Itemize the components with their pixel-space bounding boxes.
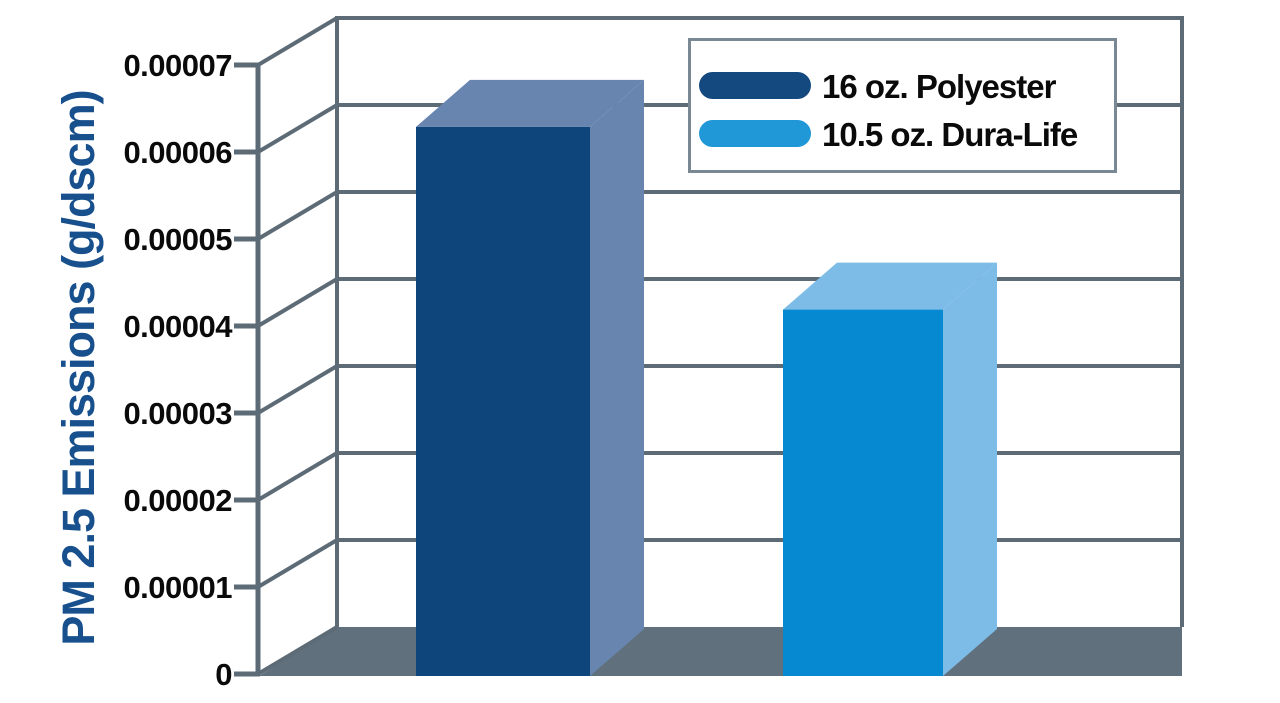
- tick-label: 0.00003: [123, 396, 232, 431]
- legend-item-polyester: 16 oz. Polyester: [699, 70, 1056, 103]
- legend-swatch-polyester: [699, 72, 811, 99]
- tick-label: 0.00005: [123, 222, 232, 257]
- y-axis-title: PM 2.5 Emissions (g/dscm): [53, 90, 104, 646]
- tick-label: 0: [215, 657, 232, 692]
- bar-105oz-dura-life: [783, 262, 997, 676]
- left-wall-grid: [256, 16, 339, 676]
- tick-label: 0.00001: [123, 570, 232, 605]
- tick-label: 0.00006: [123, 135, 232, 170]
- chart-floor: [259, 627, 1182, 676]
- legend-label-polyester: 16 oz. Polyester: [822, 68, 1056, 105]
- tick-label: 0.00004: [123, 309, 233, 344]
- y-axis-tick-labels: 0.00007 0.00006 0.00005 0.00004 0.00003 …: [123, 48, 233, 692]
- tick-label: 0.00007: [123, 48, 232, 83]
- legend: 16 oz. Polyester 10.5 oz. Dura-Life: [688, 38, 1117, 173]
- legend-label-dura-life: 10.5 oz. Dura-Life: [822, 116, 1078, 153]
- legend-swatch-dura-life: [699, 120, 811, 147]
- legend-item-dura-life: 10.5 oz. Dura-Life: [699, 118, 1078, 151]
- tick-label: 0.00002: [123, 483, 232, 518]
- y-axis-ticks: [234, 62, 260, 677]
- bar-16oz-polyester: [416, 79, 644, 676]
